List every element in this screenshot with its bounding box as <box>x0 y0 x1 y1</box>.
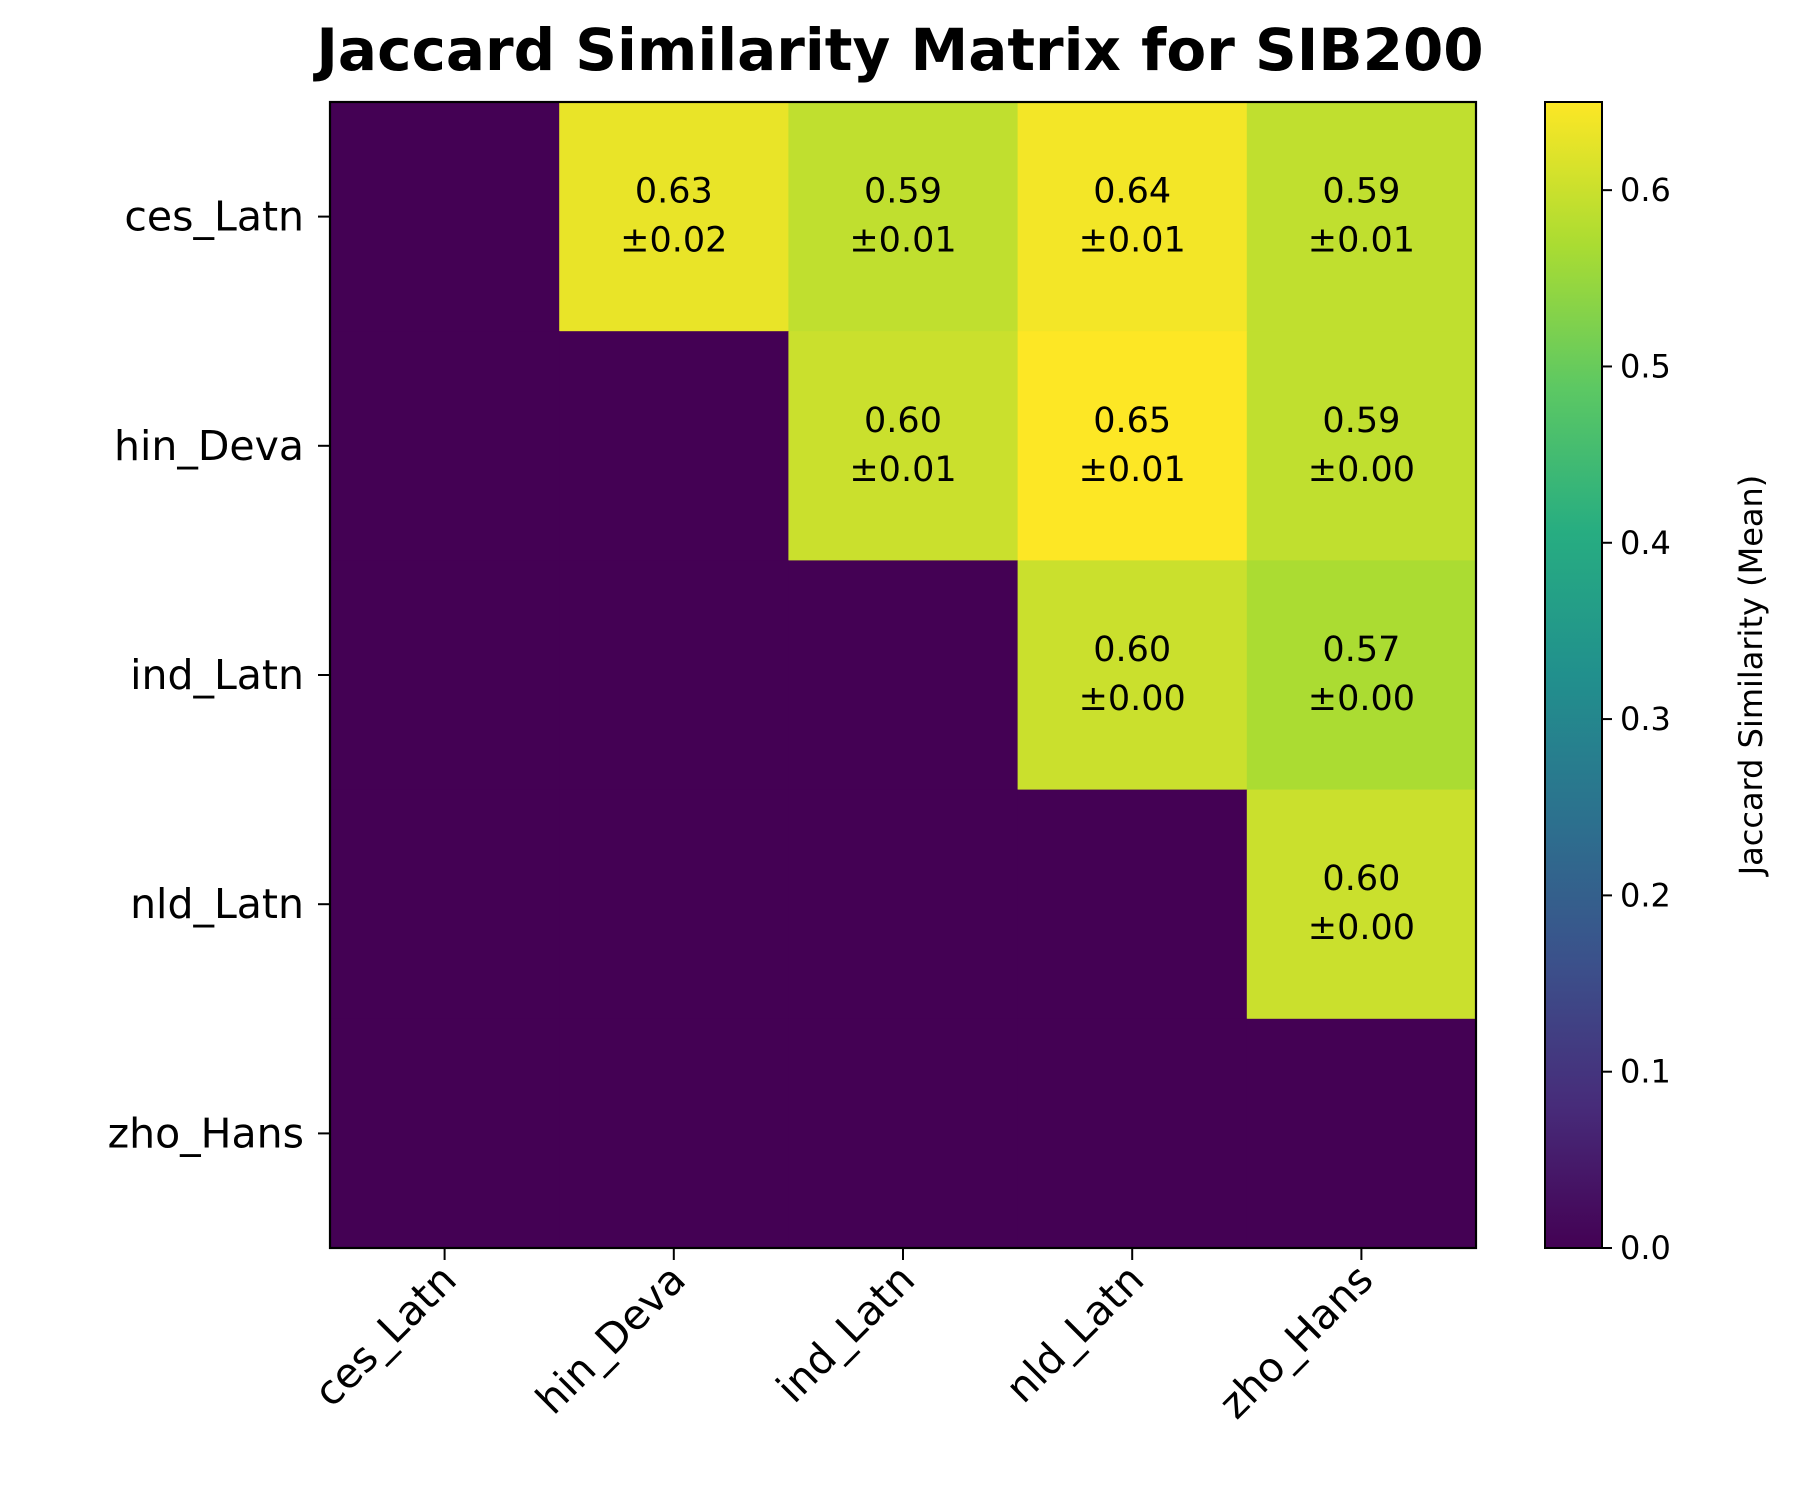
heatmap-cell <box>559 1018 789 1249</box>
cell-value-label: 0.59 ±0.01 <box>849 172 956 261</box>
y-tick-label: zho_Hans <box>108 1109 304 1157</box>
colorbar-gradient <box>1544 101 1603 1249</box>
heatmap-cell <box>330 1018 560 1249</box>
heatmap-cell-labels: 0.63 ±0.02 0.59 ±0.01 0.64 ±0.01 0.59 ±0.01 0.60… <box>620 172 1415 949</box>
cell-value-label: 0.60 ±0.00 <box>1079 630 1186 719</box>
heatmap-cell <box>330 102 560 332</box>
heatmap-cell <box>1017 789 1248 1020</box>
x-tick-label: zho_Hans <box>1210 1255 1383 1428</box>
heatmap-cell <box>559 331 789 561</box>
cell-value-label: 0.63 ±0.02 <box>620 172 727 261</box>
colorbar-tick-label: 0.4 <box>1620 524 1671 562</box>
heatmap-cell <box>1017 102 1248 332</box>
heatmap-cell <box>1017 560 1248 791</box>
heatmap-cell <box>559 789 789 1020</box>
x-tick-label: ind_Latn <box>767 1255 924 1412</box>
colorbar-tick-label: 0.2 <box>1620 876 1671 914</box>
heatmap-cell <box>788 789 1019 1020</box>
colorbar-tick-label: 0.3 <box>1620 700 1671 738</box>
y-tick-label: ind_Latn <box>130 651 304 699</box>
heatmap-cell <box>1246 789 1477 1020</box>
y-tick-label: hin_Deva <box>114 422 304 470</box>
cell-value-label: 0.60 ±0.00 <box>1308 859 1415 948</box>
cell-value-label: 0.57 ±0.00 <box>1308 630 1415 719</box>
heatmap-cell <box>330 560 560 791</box>
chart-title: Jaccard Similarity Matrix for SIB200 <box>312 16 1483 84</box>
cell-value-label: 0.65 ±0.01 <box>1079 401 1186 490</box>
cell-value-label: 0.60 ±0.01 <box>849 401 956 490</box>
y-tick-label: nld_Latn <box>130 880 304 928</box>
heatmap-cell <box>330 331 560 561</box>
heatmap-cell <box>788 1018 1019 1249</box>
heatmap-cells <box>330 102 1477 1249</box>
heatmap-cell <box>1017 331 1248 561</box>
cell-value-label: 0.59 ±0.01 <box>1308 172 1415 261</box>
cell-value-label: 0.59 ±0.00 <box>1308 401 1415 490</box>
heatmap-cell <box>1246 102 1477 332</box>
heatmap-cell <box>559 102 789 332</box>
heatmap-cell <box>1246 560 1477 791</box>
colorbar-tick-label: 0.5 <box>1620 347 1671 385</box>
colorbar: 0.0 0.1 0.2 0.3 0.4 0.5 0.6 Jaccard Similarity … <box>1544 101 1770 1267</box>
colorbar-tick-label: 0.1 <box>1620 1053 1671 1091</box>
heatmap-cell <box>330 789 560 1020</box>
x-tick-label: hin_Deva <box>527 1255 695 1423</box>
heatmap-cell <box>1017 1018 1248 1249</box>
colorbar-tick-label: 0.6 <box>1620 171 1671 209</box>
x-tick-label: nld_Latn <box>996 1255 1153 1412</box>
x-tick-label: ces_Latn <box>305 1255 466 1416</box>
colorbar-tick-label: 0.0 <box>1620 1229 1671 1267</box>
heatmap-cell <box>559 560 789 791</box>
heatmap-cell <box>788 102 1019 332</box>
heatmap-cell <box>1246 331 1477 561</box>
cell-value-label: 0.64 ±0.01 <box>1079 172 1186 261</box>
heatmap-cell <box>1246 1018 1477 1249</box>
heatmap-cell <box>788 331 1019 561</box>
y-tick-label: ces_Latn <box>124 193 304 241</box>
heatmap-cell <box>788 560 1019 791</box>
colorbar-label: Jaccard Similarity (Mean) <box>1732 475 1770 878</box>
